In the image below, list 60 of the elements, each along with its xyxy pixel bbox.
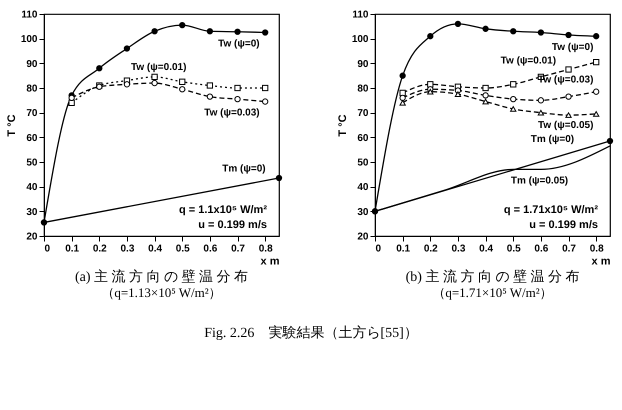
series-label: Tm (ψ=0.05) [510,175,568,186]
x-tick-label: 0 [376,244,382,254]
y-tick-label: 70 [357,108,369,120]
y-tick-label: 100 [352,34,369,46]
text: (a) 主 流 方 向 の 壁 温 分 布 [74,269,248,285]
y-tick-label: 90 [357,58,369,70]
y-tick-label: 30 [26,206,38,218]
y-tick-label: 110 [352,10,369,20]
y-tick-label: 40 [26,182,38,194]
x-axis-title: x m [260,256,280,268]
series-label: Tw (ψ=0.01) [500,55,556,66]
series-label: Tw (ψ=0.05) [538,120,594,131]
x-tick-label: 0.6 [534,244,549,254]
x-tick-label: 0.3 [120,244,135,254]
x-tick-label: 0.1 [65,244,80,254]
y-tick-label: 80 [357,84,369,94]
y-tick-label: 100 [20,34,38,46]
x-tick-label: 0.4 [479,244,494,254]
y-axis-title: T °C [336,114,349,137]
x-tick-label: 0.8 [590,244,604,254]
x-tick-label: 0.3 [451,244,466,254]
y-tick-label: 20 [26,232,38,242]
y-tick-label: 30 [357,206,369,218]
x-tick-label: 0.1 [396,244,411,254]
y-tick-label: 70 [26,108,38,120]
x-tick-label: 0.5 [176,244,190,254]
y-tick-label: 40 [357,182,369,194]
y-tick-label: 50 [357,158,369,168]
y-tick-label: 110 [21,10,38,20]
series-label: Tm (ψ=0) [530,134,574,146]
y-axis-title: T °C [6,114,18,137]
series-label: Tw (ψ=0.01) [131,62,186,74]
y-tick-label: 20 [357,232,369,242]
y-tick-label: 60 [357,132,369,144]
series-label: Tw (ψ=0) [552,42,594,54]
annotation: q = 1.1x10⁵ W/m² [178,204,268,216]
x-tick-label: 0.5 [506,244,522,254]
annotation: u = 0.199 m/s [198,219,267,231]
series-label: Tw (ψ=0.03) [204,108,260,119]
text: （q=1.13×10⁵ W/m²） [101,285,222,300]
series-label: Tw (ψ=0) [218,38,260,50]
x-tick-label: 0.2 [424,244,438,254]
y-tick-label: 60 [26,132,38,144]
text: (b) 主 流 方 向 の 壁 温 分 布 [406,269,580,285]
y-tick-label: 80 [26,84,38,94]
x-tick-label: 0.4 [148,244,162,254]
series-label: Tm (ψ=0) [222,164,266,175]
x-tick-label: 0.7 [562,244,576,254]
y-tick-label: 90 [26,58,38,70]
y-tick-label: 50 [26,158,38,168]
x-tick-label: 0.2 [92,244,108,254]
x-tick-label: 0 [44,244,50,254]
x-tick-label: 0.6 [203,244,218,254]
annotation: u = 0.199 m/s [529,219,598,231]
annotation: q = 1.71x10⁵ W/m² [504,204,598,216]
x-tick-label: 0.7 [231,244,246,254]
x-tick-label: 0.8 [258,244,274,254]
text: Fig. 2.26 実験結果（土方ら[55]） [204,325,418,341]
x-axis-title: x m [592,256,611,268]
text: （q=1.71×10⁵ W/m²） [432,285,553,300]
